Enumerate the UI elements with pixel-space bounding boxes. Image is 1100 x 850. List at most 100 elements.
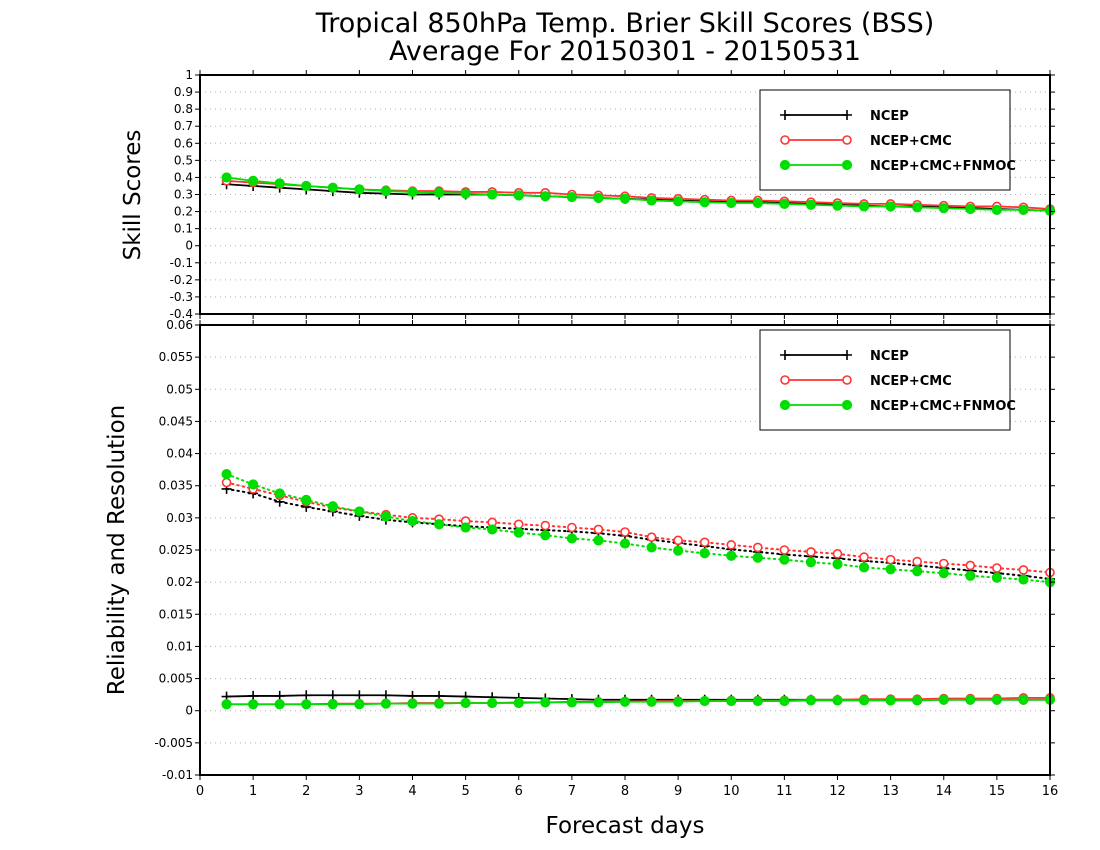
relres-x-tick-label: 8 xyxy=(621,784,629,799)
relres-point-ncep-cmc-fnmoc xyxy=(752,552,763,563)
reliability-resolution-y-axis-label: Reliability and Resolution xyxy=(104,405,130,695)
skill-y-tick-label: 0.9 xyxy=(174,85,193,99)
relres-point-ncep-cmc-fnmoc xyxy=(912,695,923,706)
relres-y-tick-label: 0.03 xyxy=(166,511,193,525)
skill-point-ncep-cmc-fnmoc xyxy=(1018,204,1029,215)
skill-legend-label-ncep-cmc: NCEP+CMC xyxy=(870,134,952,149)
relres-point-ncep-cmc-fnmoc xyxy=(779,695,790,707)
skill-point-ncep-cmc-fnmoc xyxy=(858,201,870,212)
relres-point-ncep-cmc-fnmoc xyxy=(433,698,445,709)
relres-x-tick-label: 4 xyxy=(408,784,416,799)
relres-point-ncep-cmc-fnmoc xyxy=(327,699,338,710)
relres-point-ncep-cmc-fnmoc xyxy=(327,501,338,512)
skill-point-ncep-cmc-fnmoc xyxy=(779,198,790,209)
relres-point-ncep-cmc xyxy=(859,552,869,562)
skill-scores-y-axis-label: Skill Scores xyxy=(120,130,146,261)
relres-point-ncep-cmc-fnmoc xyxy=(248,699,259,710)
skill-point-ncep-cmc-fnmoc xyxy=(912,202,923,213)
relres-point-ncep-cmc-fnmoc xyxy=(540,697,551,708)
relres-y-tick-label: 0.055 xyxy=(159,350,193,364)
relres-point-ncep-cmc xyxy=(593,524,604,535)
relres-y-tick-label: 0.045 xyxy=(159,414,193,428)
skill-point-ncep-cmc-fnmoc xyxy=(832,200,843,211)
skill-point-ncep-cmc-fnmoc xyxy=(673,196,684,207)
relres-point-ncep-cmc-fnmoc xyxy=(380,698,392,709)
skill-point-ncep-cmc-fnmoc xyxy=(221,172,232,183)
skill-point-ncep-cmc-fnmoc xyxy=(248,175,259,186)
relres-point-ncep-cmc-fnmoc xyxy=(832,695,843,706)
skill-point-ncep-cmc-fnmoc xyxy=(566,191,577,203)
relres-y-tick-label: 0.04 xyxy=(166,447,193,461)
relres-point-ncep-cmc-fnmoc xyxy=(566,533,577,544)
relres-point-ncep-cmc-fnmoc xyxy=(885,695,896,706)
relres-x-tick-label: 15 xyxy=(989,784,1006,799)
skill-point-ncep-cmc-fnmoc xyxy=(726,197,737,209)
relres-point-ncep-cmc xyxy=(673,535,683,546)
relres-x-tick-label: 6 xyxy=(515,784,523,799)
relres-point-ncep-cmc-fnmoc xyxy=(513,697,524,709)
relres-x-tick-label: 9 xyxy=(674,784,682,799)
relres-point-ncep-cmc-fnmoc xyxy=(699,548,710,559)
relres-point-ncep-cmc-fnmoc xyxy=(1018,694,1029,705)
skill-y-tick-label: 0.1 xyxy=(174,222,193,236)
relres-point-ncep-cmc-fnmoc xyxy=(938,568,949,579)
relres-x-tick-label: 16 xyxy=(1042,784,1059,799)
relres-point-ncep xyxy=(327,690,338,701)
skill-point-ncep-cmc-fnmoc xyxy=(354,184,365,195)
relres-legend-marker-ncep-cmc xyxy=(780,375,790,385)
relres-x-tick-label: 2 xyxy=(302,784,310,799)
relres-x-tick-label: 0 xyxy=(196,784,204,799)
relres-point-ncep-cmc-fnmoc xyxy=(752,695,763,707)
relres-point-ncep-cmc-fnmoc xyxy=(593,535,604,546)
relres-x-tick-label: 12 xyxy=(829,784,846,799)
relres-point-ncep-cmc xyxy=(699,537,710,548)
relres-point-ncep-cmc-fnmoc xyxy=(699,695,710,707)
relres-point-ncep-cmc-fnmoc xyxy=(433,519,445,530)
relres-point-ncep-cmc-fnmoc xyxy=(805,695,817,706)
skill-point-ncep-cmc-fnmoc xyxy=(380,185,392,197)
relres-point-ncep-cmc-fnmoc xyxy=(965,694,976,705)
skill-y-tick-label: -0.4 xyxy=(170,307,193,321)
relres-line-ncep-dotted xyxy=(225,487,1051,580)
relres-point-ncep-cmc-fnmoc xyxy=(991,694,1002,705)
relres-point-ncep-cmc-fnmoc xyxy=(407,698,418,709)
relres-point-ncep-cmc xyxy=(753,542,763,553)
relres-point-ncep-cmc-fnmoc xyxy=(301,494,312,505)
relres-point-ncep-cmc-fnmoc xyxy=(673,696,684,707)
relres-point-ncep-cmc xyxy=(806,547,816,557)
relres-x-tick-label: 14 xyxy=(935,784,952,799)
relres-legend-marker-ncep-cmc-fnmoc xyxy=(779,399,791,411)
skill-point-ncep-cmc-fnmoc xyxy=(460,188,471,199)
skill-y-tick-label: 0.5 xyxy=(174,153,193,167)
skill-point-ncep-cmc-fnmoc xyxy=(327,182,338,193)
skill-point-ncep-cmc-fnmoc xyxy=(301,180,312,192)
relres-point-ncep-cmc-fnmoc xyxy=(619,696,631,707)
relres-point-ncep-cmc-fnmoc xyxy=(380,511,392,522)
skill-point-ncep-cmc-fnmoc xyxy=(274,178,285,189)
skill-point-ncep-cmc-fnmoc xyxy=(407,186,418,198)
relres-point-ncep-cmc-fnmoc xyxy=(779,554,790,565)
skill-y-tick-label: -0.3 xyxy=(170,290,193,304)
relres-point-ncep-cmc xyxy=(965,560,976,571)
relres-point-ncep-cmc-fnmoc xyxy=(540,530,551,541)
relres-point-ncep-cmc-fnmoc xyxy=(832,559,843,570)
relres-point-ncep-cmc-fnmoc xyxy=(248,479,259,490)
reliability-resolution-legend: NCEP NCEP+CMC NCEP+CMC+FNMOC xyxy=(759,329,1016,431)
relres-point-ncep-cmc-fnmoc xyxy=(805,557,817,568)
chart-title: Tropical 850hPa Temp. Brier Skill Scores… xyxy=(315,8,935,39)
relres-point-ncep-cmc-fnmoc xyxy=(673,545,684,556)
relres-y-tick-label: 0.01 xyxy=(166,639,193,653)
skill-point-ncep-cmc-fnmoc xyxy=(646,195,657,206)
relres-legend-marker-ncep-cmc-fnmoc xyxy=(841,399,853,411)
relres-point-ncep-cmc-fnmoc xyxy=(885,564,896,575)
relres-x-tick-label: 5 xyxy=(461,784,469,799)
relres-point-ncep-cmc-fnmoc xyxy=(726,695,737,707)
relres-line-ncep-cmc-dotted xyxy=(225,481,1051,574)
relres-y-tick-label: -0.01 xyxy=(162,768,193,782)
relres-y-tick-label: 0.02 xyxy=(166,575,193,589)
relres-point-ncep-cmc xyxy=(779,545,790,555)
skill-point-ncep-cmc-fnmoc xyxy=(805,199,817,210)
skill-legend-marker-ncep-cmc xyxy=(842,135,852,145)
relres-x-tick-label: 7 xyxy=(568,784,576,799)
